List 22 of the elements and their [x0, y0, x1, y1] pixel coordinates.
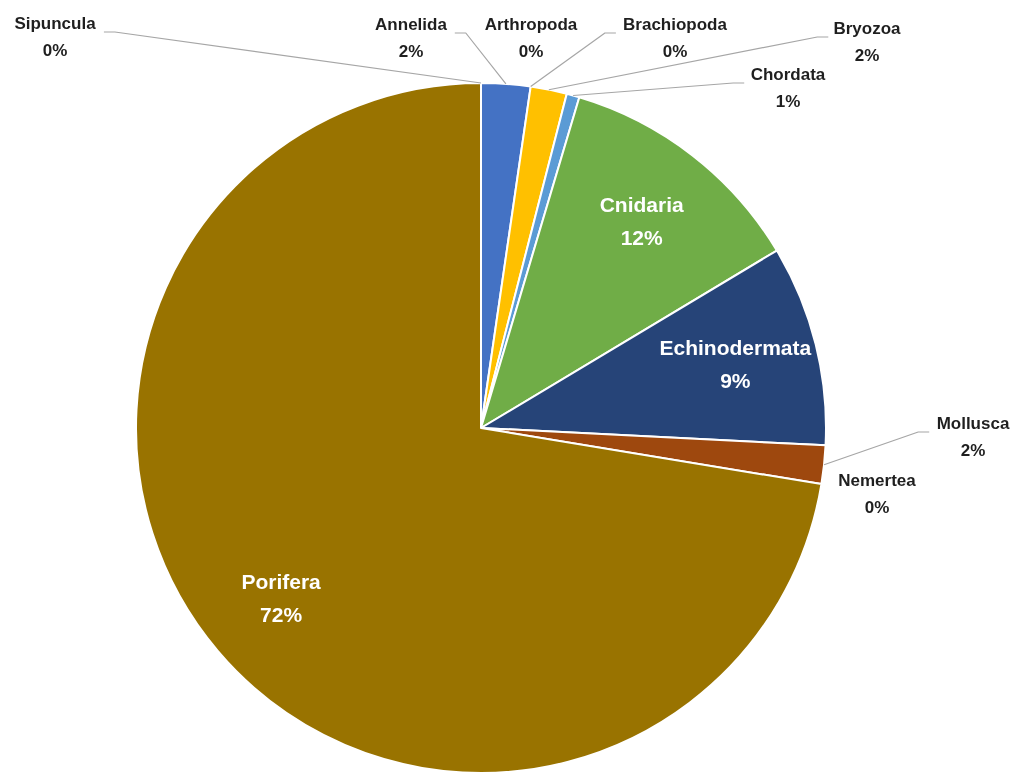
slice-label: Chordata [750, 65, 826, 85]
slice-label: Bryozoa [833, 19, 902, 39]
text: 0% [42, 41, 68, 61]
slice-label: Cnidaria [599, 192, 685, 216]
text: 0% [518, 42, 544, 62]
slice-label: Annelida [375, 15, 448, 35]
data-label: 1% [775, 92, 801, 112]
data-label: 9% [720, 369, 751, 393]
slice-label: Mollusca [936, 414, 1010, 434]
data-label: 2% [854, 46, 880, 66]
category-label: Nemertea [838, 471, 916, 491]
category-label: Brachiopoda [623, 15, 727, 35]
slice-label: Echinodermata [659, 336, 812, 360]
data-label: 12% [620, 225, 664, 249]
slice-label: Porifera [241, 569, 322, 593]
data-label: 2% [398, 42, 424, 62]
data-label: 72% [260, 602, 303, 626]
data-label: 2% [960, 441, 986, 461]
text: 0% [662, 42, 688, 62]
category-label: Arthropoda [484, 15, 578, 35]
category-label: Sipuncula [14, 14, 96, 34]
text: 0% [864, 498, 890, 518]
